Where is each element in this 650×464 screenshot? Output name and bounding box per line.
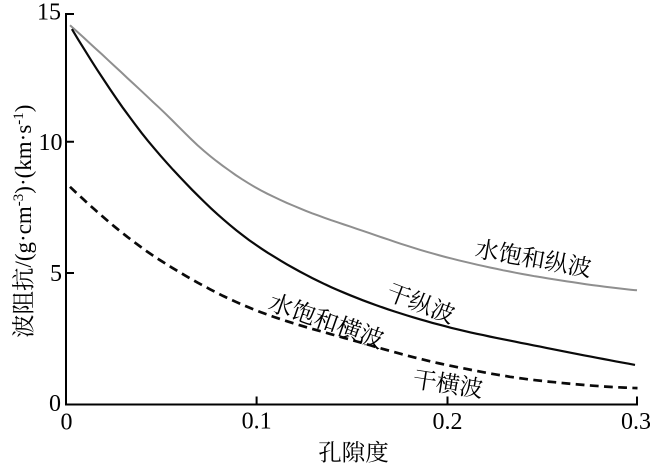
svg-text:0.2: 0.2 <box>433 409 463 435</box>
svg-text:15: 15 <box>37 0 61 26</box>
svg-text:0: 0 <box>61 410 73 436</box>
svg-text:/(g·cm-3)·(km·s-1): /(g·cm-3)·(km·s-1) <box>11 105 36 268</box>
svg-text:10: 10 <box>39 130 63 156</box>
svg-text:0.1: 0.1 <box>242 409 272 435</box>
svg-text:0: 0 <box>49 391 61 417</box>
svg-text:5: 5 <box>50 261 62 287</box>
svg-text:0.3: 0.3 <box>621 409 650 435</box>
